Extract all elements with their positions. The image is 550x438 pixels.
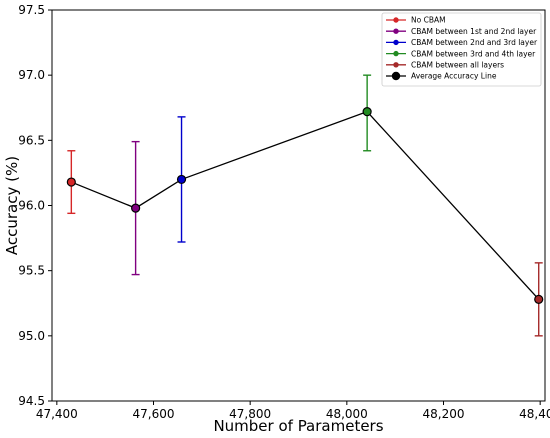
legend: No CBAM CBAM between 1st and 2nd layer CBA… [381,12,542,87]
data-point [362,107,372,117]
data-point [534,294,544,304]
legend-label: CBAM between 3rd and 4th layer [411,49,536,58]
x-axis-label: Number of Parameters [213,417,383,435]
data-point [131,203,141,213]
legend-marker [391,71,401,81]
data-points [66,107,544,304]
legend-marker [393,28,399,34]
data-point [176,174,187,185]
y-tick-label: 97.0 [18,68,45,82]
legend-marker [393,62,399,68]
y-axis-ticks: 94.5 95.0 95.5 96.0 96.5 97.0 97.5 [18,3,52,408]
x-tick-label: 47,800 [229,407,271,421]
y-tick-label: 95.0 [18,329,45,343]
legend-label: CBAM between 1st and 2nd layer [411,27,537,36]
y-tick-label: 94.5 [18,394,45,408]
legend-label: No CBAM [411,16,446,25]
legend-label: Average Accuracy Line [411,72,497,81]
x-tick-label: 48,000 [326,407,368,421]
y-tick-label: 97.5 [18,3,45,17]
x-tick-label: 48,400 [519,407,550,421]
legend-label: CBAM between 2nd and 3rd layer [411,38,538,47]
x-tick-label: 48,200 [423,407,465,421]
y-tick-label: 96.0 [18,199,45,213]
x-axis-ticks: 47,400 47,600 47,800 48,000 48,200 48,400 [36,401,550,421]
legend-marker [393,17,399,23]
y-tick-label: 96.5 [18,133,45,147]
x-tick-label: 47,400 [36,407,78,421]
y-tick-label: 95.5 [18,264,45,278]
legend-marker [393,50,399,57]
y-axis-label: Accuracy (%) [3,156,21,255]
x-tick-label: 47,600 [133,407,175,421]
legend-marker [393,39,399,46]
legend-box [381,12,542,87]
legend-label: CBAM between all layers [411,61,504,70]
data-point [66,177,76,187]
